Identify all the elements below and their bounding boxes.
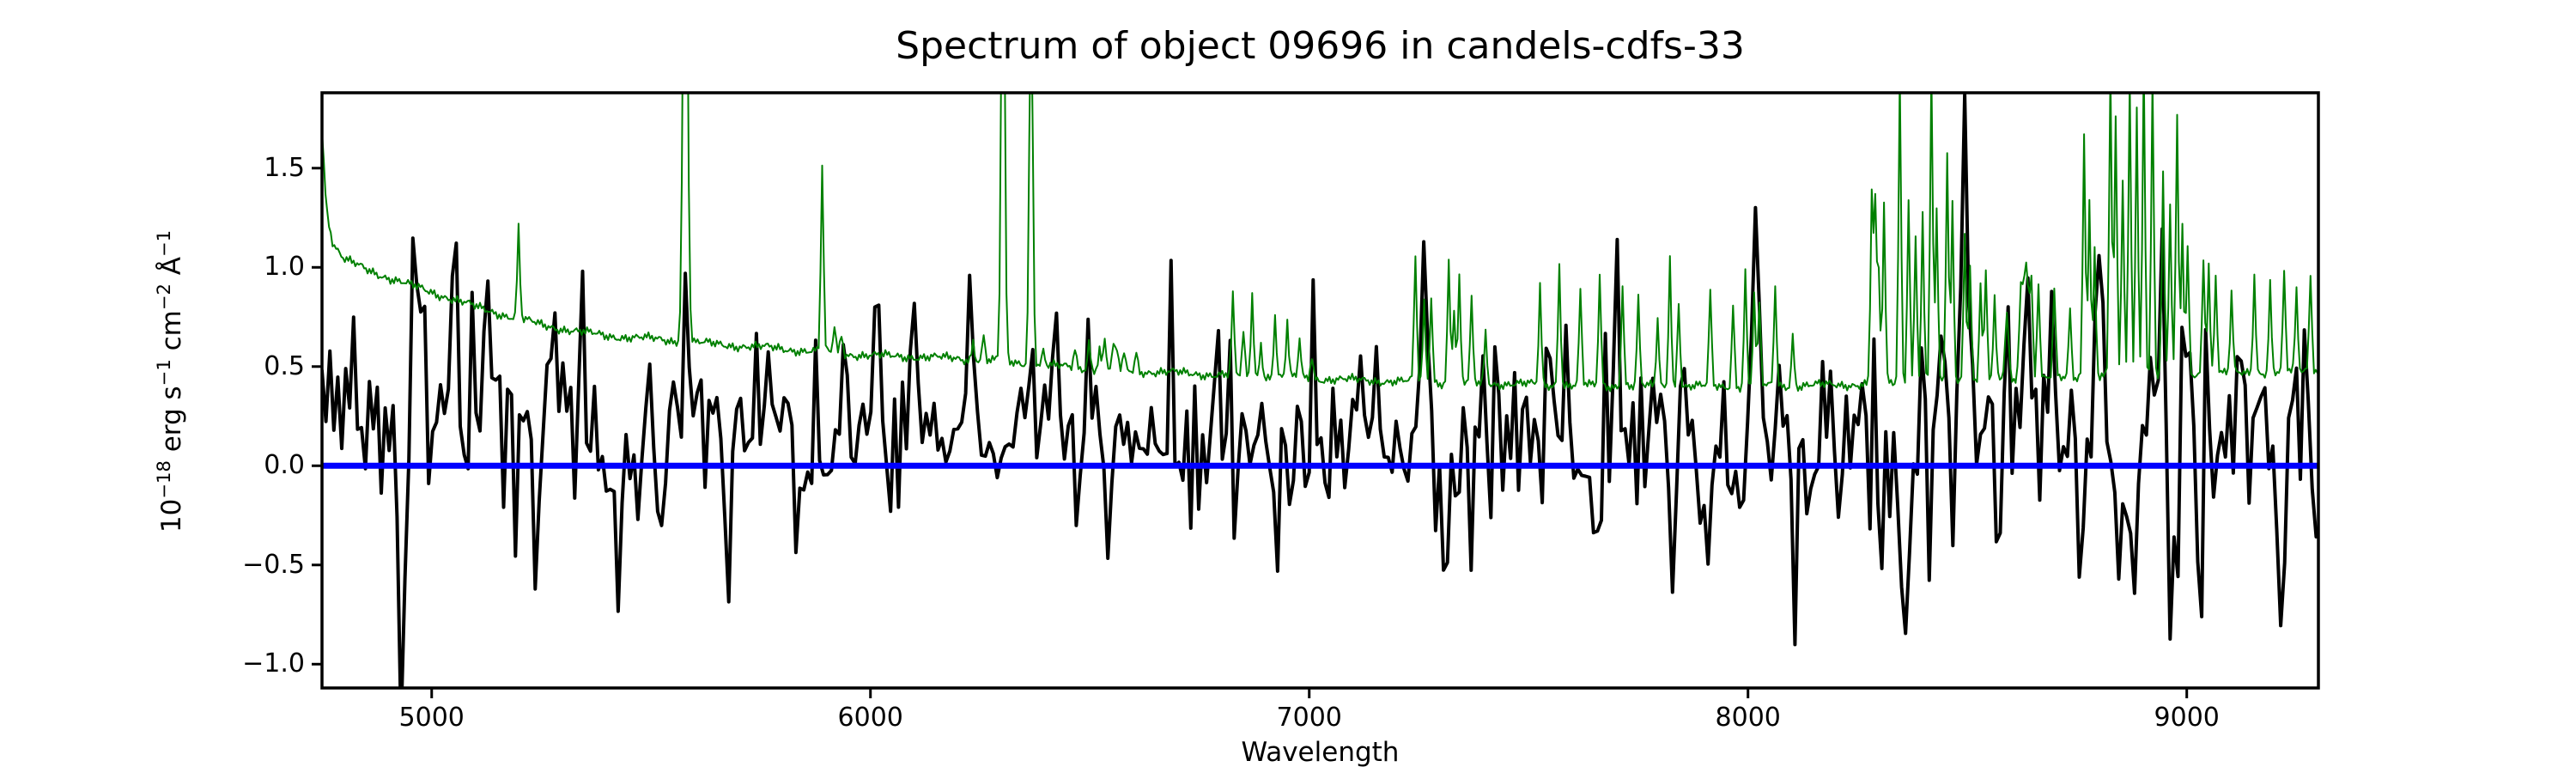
y-axis-ticks [312,167,322,666]
y-axis-label-text: erg s [156,386,187,461]
object-spectrum-line [322,93,2318,688]
x-tick-label: 8000 [1715,703,1781,733]
y-tick-label: −1.0 [242,648,305,679]
y-axis-label-text: 10 [156,498,187,533]
y-tick-label: 1.5 [264,152,305,183]
x-tick-label: 9000 [2154,703,2220,733]
x-axis-label: Wavelength [1241,737,1400,768]
plot-title: Spectrum of object 09696 in candels-cdfs… [896,24,1745,68]
y-tick-label: 0.0 [264,450,305,481]
x-axis-ticks [430,688,2189,698]
y-axis-label-superscript: −2 [153,283,175,311]
x-tick-label: 6000 [837,703,903,733]
y-tick-label: 1.0 [264,252,305,283]
axes-box [320,91,2320,690]
y-tick-label: −0.5 [242,549,305,580]
sky-noise-spectrum-line [322,93,2318,393]
x-tick-label: 5000 [398,703,465,733]
x-tick-label: 7000 [1276,703,1342,733]
y-tick-label: 0.5 [264,350,305,381]
